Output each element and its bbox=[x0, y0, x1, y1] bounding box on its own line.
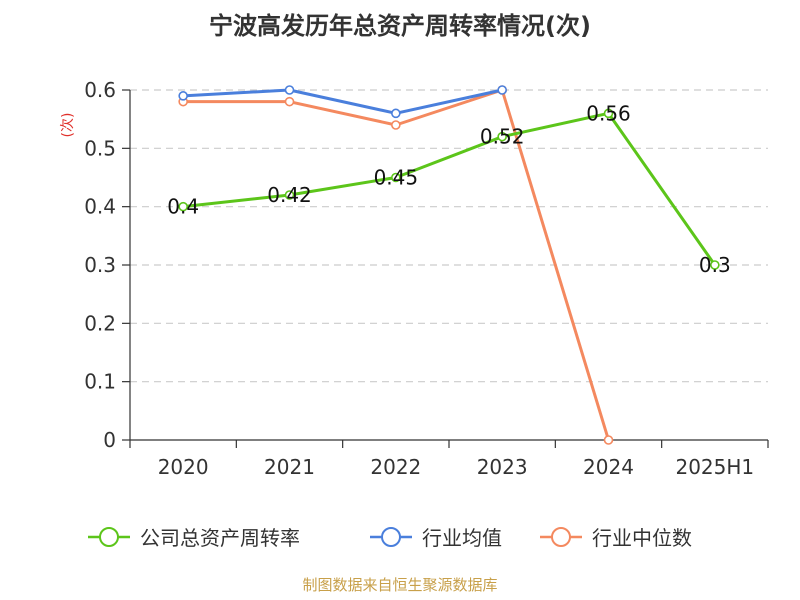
data-point[interactable] bbox=[497, 85, 507, 95]
data-label: 0.4 bbox=[167, 195, 199, 219]
data-point[interactable] bbox=[284, 190, 295, 200]
legend-label: 行业中位数 bbox=[592, 526, 692, 550]
legend[interactable]: 公司总资产周转率 行业均值 行业中位数 bbox=[88, 526, 692, 550]
x-tick-label: 2024 bbox=[583, 455, 634, 479]
legend-label: 公司总资产周转率 bbox=[140, 526, 300, 550]
x-tick-label: 2025H1 bbox=[675, 455, 754, 479]
data-label: 0.45 bbox=[374, 166, 419, 190]
y-tick-label: 0 bbox=[103, 428, 116, 452]
legend-swatch-marker bbox=[381, 527, 401, 547]
data-label: 0.56 bbox=[586, 101, 631, 125]
data-point[interactable] bbox=[391, 172, 401, 183]
data-point[interactable] bbox=[391, 108, 401, 119]
data-point[interactable] bbox=[284, 96, 295, 107]
series-line bbox=[183, 88, 503, 115]
axes: 0 0.1 0.2 0.3 0.4 0.5 0.6 2020 2021 2022 2023 2024 2… bbox=[84, 78, 769, 479]
legend-item[interactable]: 公司总资产周转率 bbox=[88, 526, 300, 550]
y-tick-label: 0.6 bbox=[84, 78, 116, 102]
y-tick-label: 0.3 bbox=[84, 253, 116, 277]
data-point[interactable] bbox=[603, 435, 614, 445]
data-point[interactable] bbox=[284, 85, 295, 95]
series-group bbox=[178, 108, 720, 270]
data-point[interactable] bbox=[178, 201, 188, 212]
data-label: 0.3 bbox=[699, 253, 731, 277]
x-tick-label: 2020 bbox=[158, 455, 209, 479]
data-labels: 0.4 0.42 0.45 0.52 0.56 0.3 bbox=[167, 101, 730, 277]
series-line bbox=[183, 111, 717, 266]
legend-item[interactable]: 行业中位数 bbox=[540, 526, 692, 550]
chart-title: 宁波高发历年总资产周转率情况(次) bbox=[209, 12, 591, 40]
legend-swatch-marker bbox=[99, 527, 119, 547]
legend-label: 行业均值 bbox=[422, 526, 502, 550]
x-tick-label: 2022 bbox=[370, 455, 421, 479]
data-point[interactable] bbox=[391, 120, 401, 130]
x-tick-label: 2023 bbox=[477, 455, 528, 479]
data-point[interactable] bbox=[710, 260, 720, 270]
legend-item[interactable]: 行业均值 bbox=[370, 526, 502, 550]
data-point[interactable] bbox=[497, 131, 507, 142]
grid-lines bbox=[130, 89, 768, 383]
series-lines bbox=[178, 85, 720, 445]
legend-swatch-marker bbox=[551, 527, 571, 547]
y-tick-label: 0.1 bbox=[84, 370, 116, 394]
source-note: 制图数据来自恒生聚源数据库 bbox=[302, 576, 497, 594]
y-tick-label: 0.4 bbox=[84, 195, 116, 219]
y-tick-label: 0.2 bbox=[84, 311, 116, 335]
data-point[interactable] bbox=[178, 91, 188, 101]
y-axis-unit-label: (次) bbox=[60, 113, 76, 138]
data-point[interactable] bbox=[603, 108, 614, 119]
x-tick-label: 2021 bbox=[264, 455, 315, 479]
data-label: 0.42 bbox=[267, 183, 312, 207]
series-group bbox=[178, 85, 507, 119]
data-label: 0.52 bbox=[480, 125, 525, 149]
y-tick-label: 0.5 bbox=[84, 136, 116, 160]
